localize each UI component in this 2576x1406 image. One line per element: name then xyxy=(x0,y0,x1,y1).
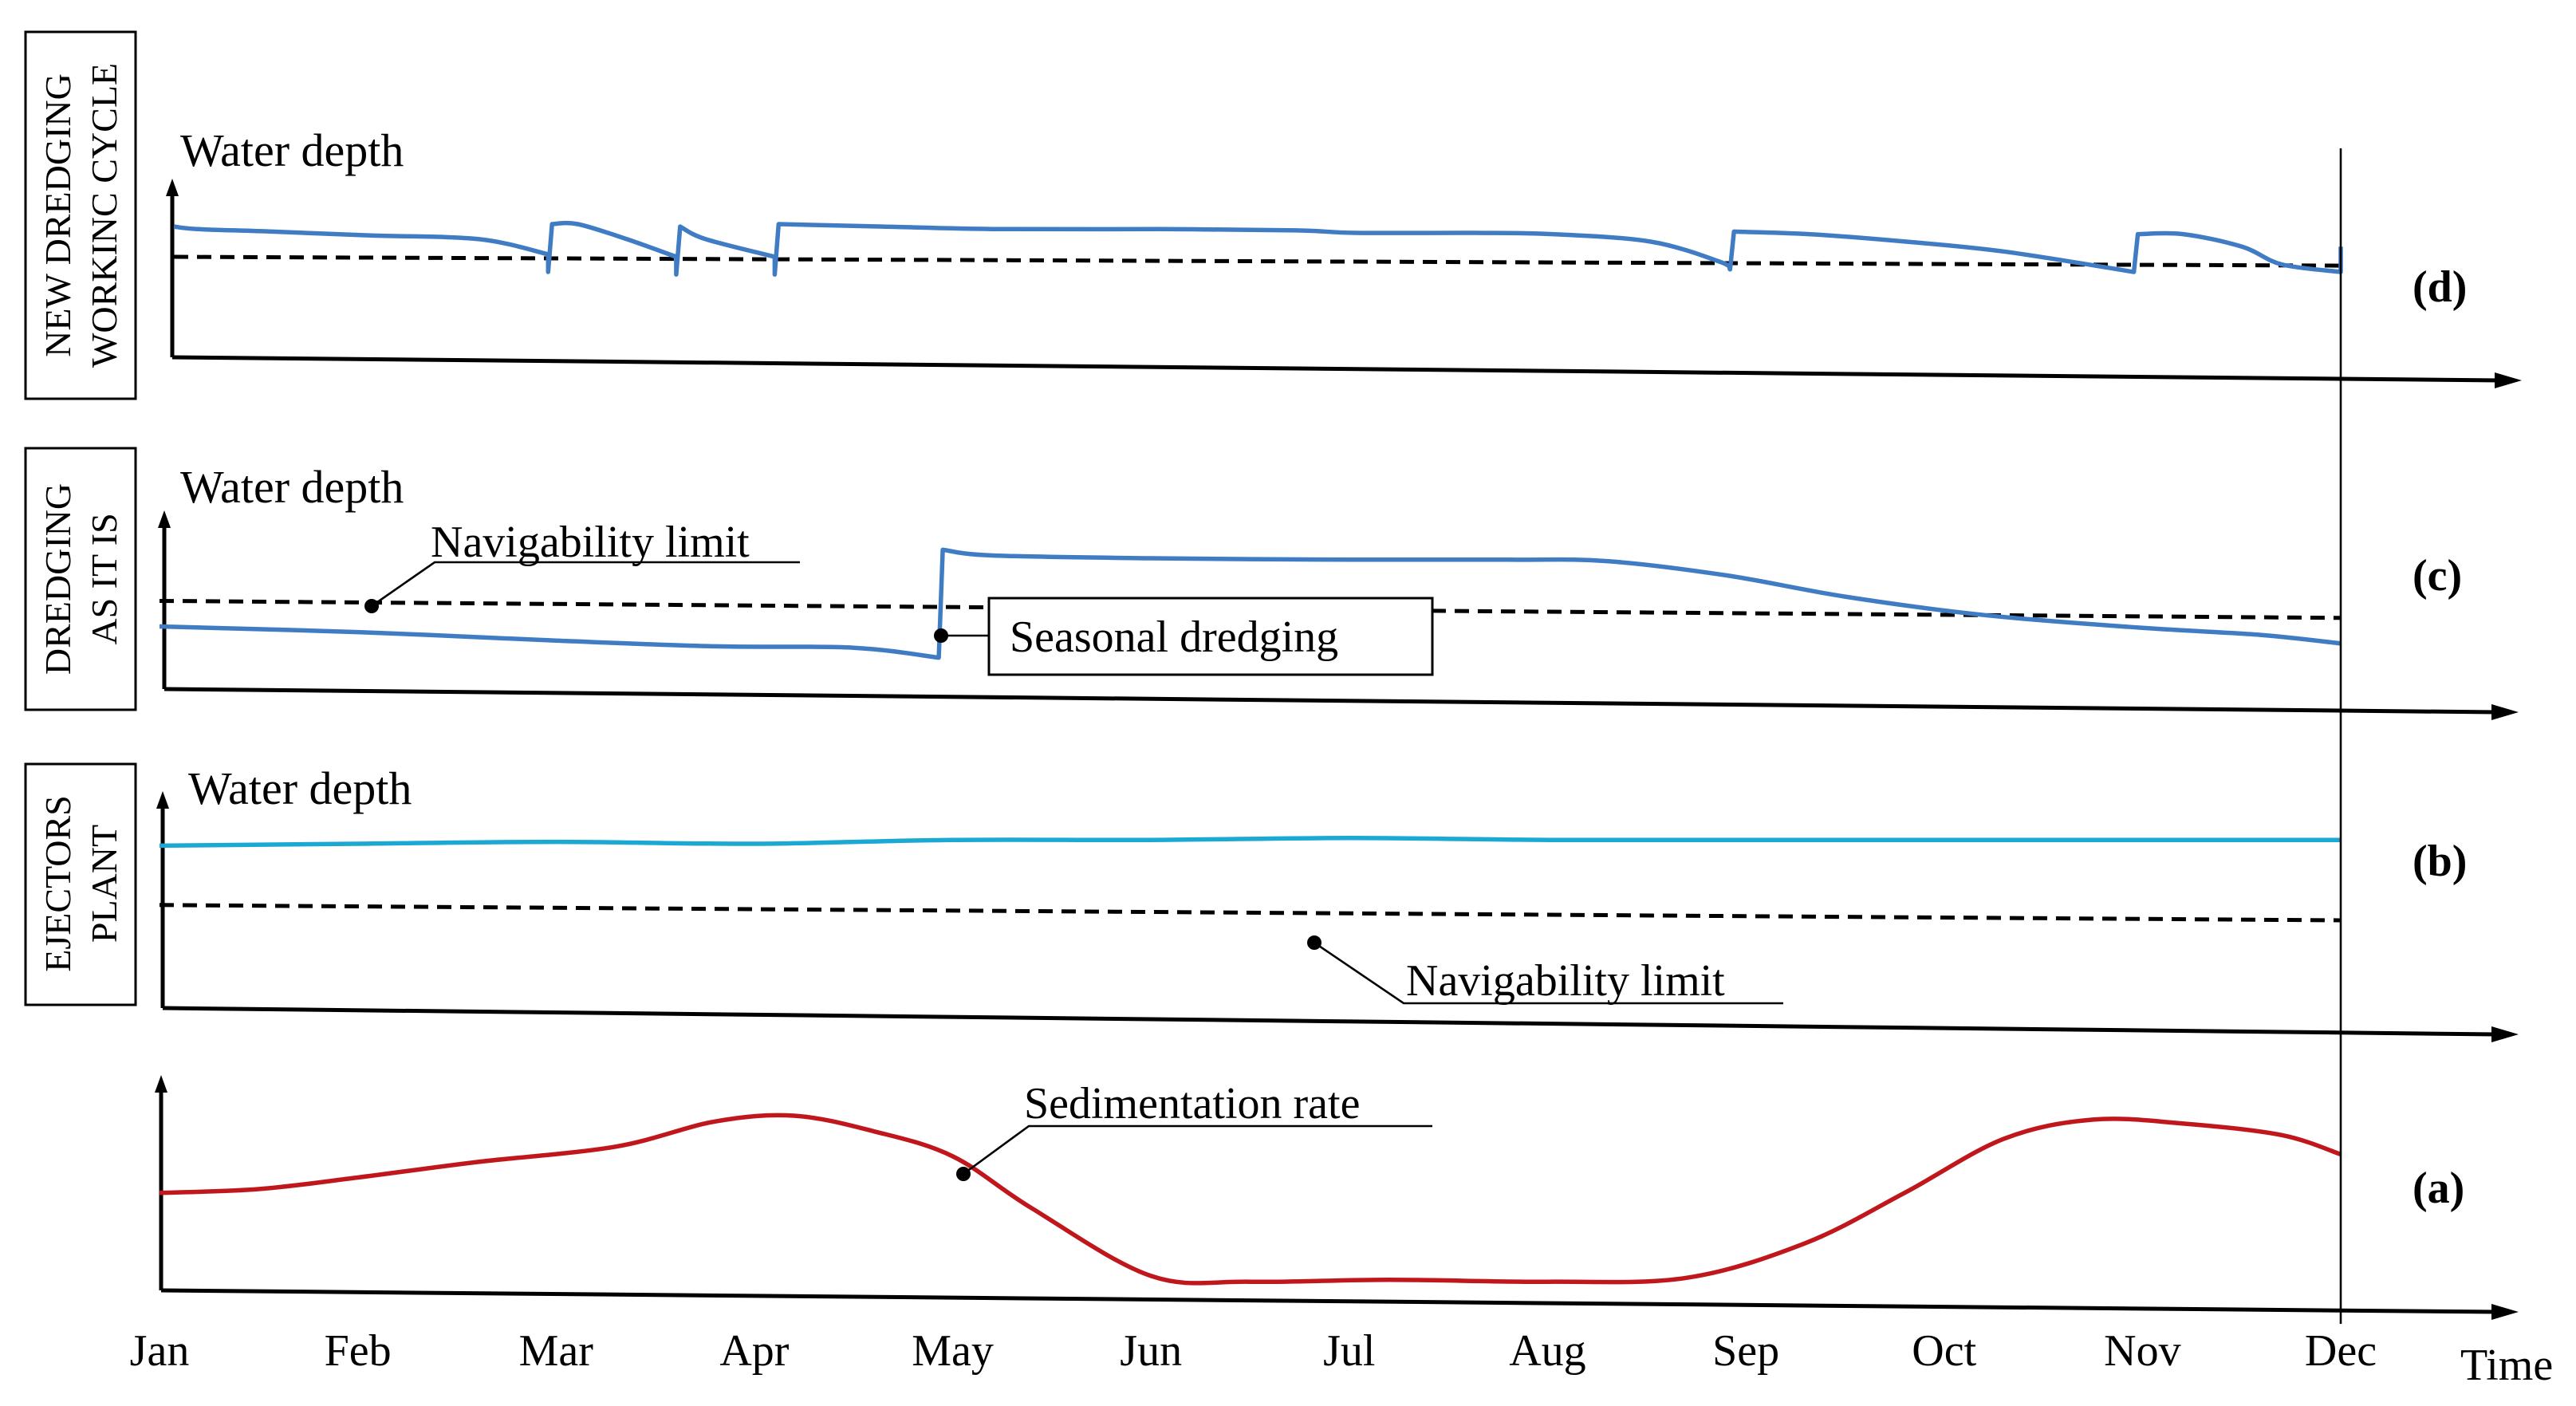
panel-d-side-box xyxy=(24,30,137,400)
x-tick-label-sep: Sep xyxy=(1712,1326,1779,1376)
panel-b-navigability-label: Navigability limit xyxy=(1406,956,1725,1006)
panel-c-side-label-line1: DREDGING xyxy=(37,483,78,675)
panel-d: NEW DREDGING WORKINC CYCLE Water depth (… xyxy=(24,30,2522,400)
panel-c-navigability-leader xyxy=(371,561,800,608)
panel-a-x-axis-arrow xyxy=(2491,1304,2519,1320)
panel-d-x-axis-arrow xyxy=(2495,372,2522,388)
panel-b-tag: (b) xyxy=(2413,837,2467,886)
panel-d-y-axis-arrow xyxy=(166,179,179,196)
panel-c-x-axis xyxy=(163,687,2497,715)
panel-a-sedimentation-leader-dot xyxy=(956,1167,971,1181)
panel-c-x-axis-arrow xyxy=(2491,704,2519,720)
panel-c-navigability-label: Navigability limit xyxy=(431,518,750,567)
panel-b-y-axis-arrow xyxy=(156,791,169,809)
panel-b-navigability-leader xyxy=(1314,941,1783,1005)
panel-b-navigability-limit xyxy=(159,903,2342,923)
panel-c: DREDGING AS IT IS Water depth Navigabili… xyxy=(24,447,2519,720)
x-tick-label-may: May xyxy=(912,1326,994,1376)
panel-d-x-axis xyxy=(171,355,2501,383)
x-tick-label-aug: Aug xyxy=(1509,1326,1585,1376)
panel-d-water-depth-line xyxy=(173,220,2343,277)
x-tick-label-nov: Nov xyxy=(2104,1326,2180,1376)
panel-b: EJECTORS PLANT Water depth Navigability … xyxy=(24,762,2519,1042)
panel-c-y-axis-title: Water depth xyxy=(180,461,404,513)
panel-b-navigability-leader-dot xyxy=(1307,935,1321,950)
panel-a-y-axis-arrow xyxy=(155,1075,167,1093)
panel-c-navigability-leader-dot xyxy=(364,599,379,613)
panel-b-x-axis-arrow xyxy=(2491,1026,2519,1042)
panel-b-y-axis-title: Water depth xyxy=(188,762,412,814)
x-tick-label-apr: Apr xyxy=(719,1326,789,1376)
panel-d-y-axis-title: Water depth xyxy=(180,124,404,176)
x-tick-label-jul: Jul xyxy=(1323,1326,1375,1376)
x-axis-month-labels: Jan Feb Mar Apr May Jun Jul Aug Sep Oct Nov Dec xyxy=(130,1326,2377,1376)
panel-b-side-label-line2: PLANT xyxy=(84,825,124,943)
panel-a-sedimentation-label: Sedimentation rate xyxy=(1024,1079,1360,1128)
panel-a: Sedimentation rate (a) xyxy=(155,1075,2519,1320)
panel-b-side-label-line1: EJECTORS xyxy=(37,795,78,972)
x-tick-label-jun: Jun xyxy=(1120,1326,1182,1376)
panel-d-side-label-line2: WORKINC CYCLE xyxy=(84,63,124,368)
panel-c-tag: (c) xyxy=(2413,551,2462,601)
panel-c-dredging-leader-dot xyxy=(934,628,948,643)
panel-b-side-box xyxy=(24,762,137,1006)
panel-c-side-label-line2: AS IT IS xyxy=(84,513,124,644)
x-tick-label-oct: Oct xyxy=(1912,1326,1976,1376)
panel-a-x-axis xyxy=(160,1288,2497,1314)
x-axis-title: Time xyxy=(2460,1341,2553,1390)
panel-a-sedimentation-leader xyxy=(963,1124,1432,1176)
x-tick-label-dec: Dec xyxy=(2305,1326,2377,1376)
panel-b-water-depth-line xyxy=(159,836,2341,849)
panel-a-tag: (a) xyxy=(2413,1164,2464,1213)
panel-c-y-axis-arrow xyxy=(158,510,171,528)
panel-a-sedimentation-rate-line xyxy=(159,1113,2342,1286)
x-tick-label-mar: Mar xyxy=(519,1326,594,1376)
panel-d-tag: (d) xyxy=(2413,262,2467,312)
x-tick-label-jan: Jan xyxy=(130,1326,190,1376)
panel-d-side-label-line1: NEW DREDGING xyxy=(37,73,78,357)
panel-d-navigability-limit xyxy=(173,254,2342,268)
panel-c-dredging-label: Seasonal dredging xyxy=(1010,612,1338,662)
panel-c-water-depth-line xyxy=(159,547,2342,660)
x-tick-label-feb: Feb xyxy=(325,1326,392,1376)
panel-b-x-axis xyxy=(162,1006,2497,1037)
panel-c-dredging-box xyxy=(987,597,1434,676)
panel-c-side-box xyxy=(24,447,137,711)
